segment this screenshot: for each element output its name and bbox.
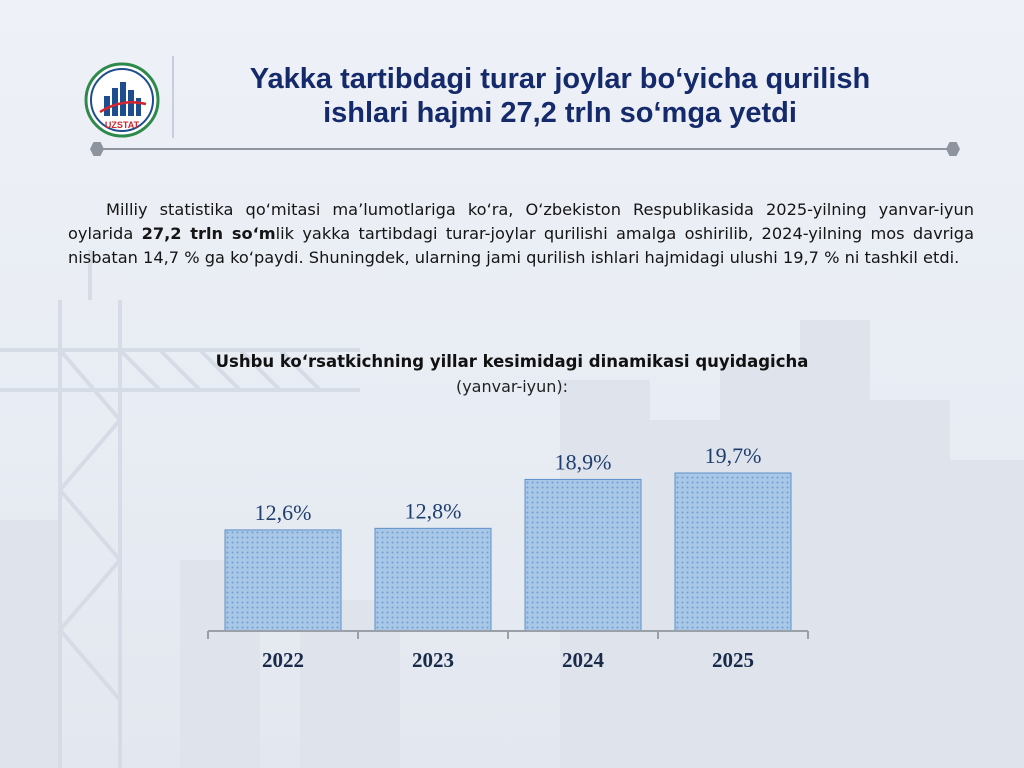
uzstat-logo-icon: UZSTAT <box>84 62 160 138</box>
header-rule <box>96 148 956 150</box>
bar-2024 <box>524 478 642 632</box>
data-label-2025: 19,7% <box>705 443 762 468</box>
summary-bold-value: 27,2 trln so‘m <box>141 224 276 243</box>
rule-end-right <box>946 142 960 156</box>
x-tick-label-2022: 2022 <box>262 648 304 672</box>
summary-part2: lik yakka tartibdagi turar-joylar qurili… <box>68 224 974 267</box>
summary-part1: Milliy statistika qo‘mitasi ma’lumotlari… <box>68 200 974 243</box>
summary-paragraph: Milliy statistika qo‘mitasi ma’lumotlari… <box>68 198 974 270</box>
data-label-2024: 18,9% <box>555 449 612 474</box>
page-title: Yakka tartibdagi turar joylar bo‘yicha q… <box>190 62 930 130</box>
bar-2023 <box>374 527 492 632</box>
chart-title: Ushbu ko‘rsatkichning yillar kesimidagi … <box>215 352 809 371</box>
data-label-2023: 12,8% <box>405 498 462 523</box>
logo-text: UZSTAT <box>105 120 140 130</box>
x-tick-label-2024: 2024 <box>562 648 605 672</box>
chart-subtitle: (yanvar-iyun): <box>455 377 569 396</box>
bar-2022 <box>224 529 342 632</box>
rule-end-left <box>90 142 104 156</box>
bar-2025 <box>674 472 792 632</box>
header-divider <box>172 56 174 138</box>
page-title-line1: Yakka tartibdagi turar joylar bo‘yicha q… <box>249 63 871 95</box>
x-tick-label-2025: 2025 <box>712 648 754 672</box>
x-tick-label-2023: 2023 <box>412 648 454 672</box>
page-title-line2: ishlari hajmi 27,2 trln so‘mga yetdi <box>323 97 797 129</box>
data-label-2022: 12,6% <box>255 500 312 525</box>
